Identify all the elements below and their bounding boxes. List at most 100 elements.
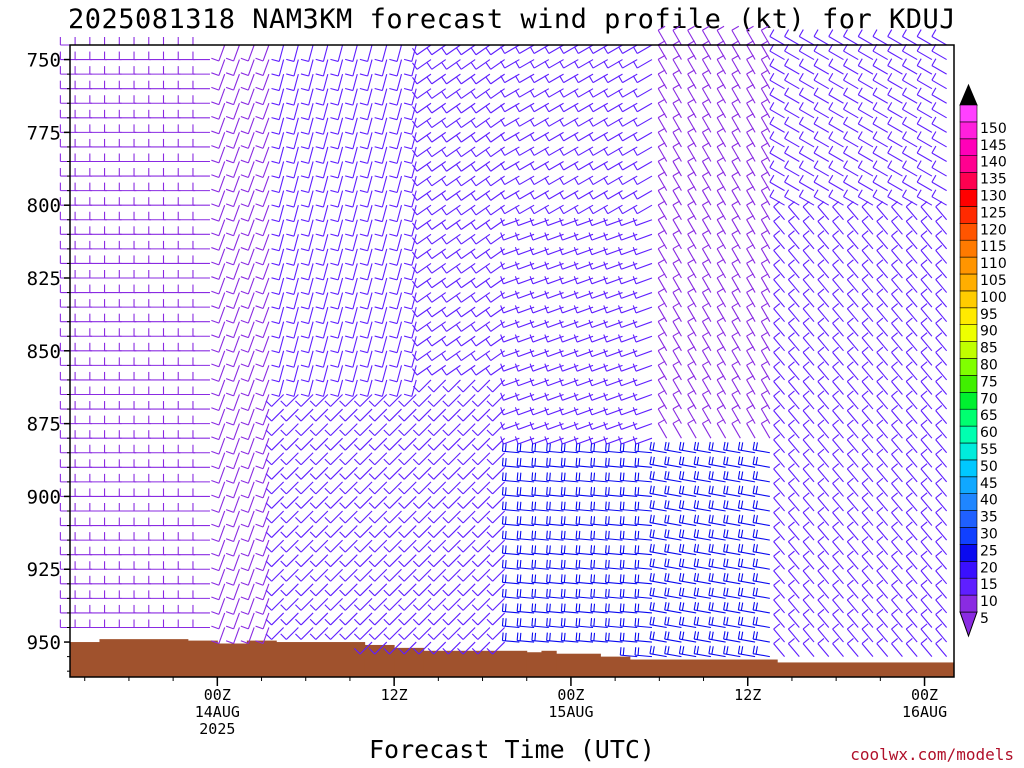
barb-flag [368, 618, 376, 626]
barb-flag [389, 233, 398, 237]
barb-flag [441, 149, 447, 158]
wind-barb [240, 336, 255, 353]
barb-flag [501, 443, 504, 452]
barb-flag [255, 232, 264, 237]
wind-barb [389, 161, 403, 179]
wind-barb [389, 117, 403, 135]
barb-flag [240, 596, 249, 601]
wind-barb [192, 502, 210, 512]
wind-barb [177, 51, 196, 61]
wind-barb [389, 175, 403, 194]
barb-staff [262, 44, 270, 62]
barb-flag [300, 160, 309, 164]
barb-flag [603, 60, 609, 69]
barb-flag [470, 324, 477, 332]
barb-staff [337, 321, 344, 339]
wind-barb [315, 59, 329, 77]
wind-barb [265, 481, 285, 495]
wind-barb [389, 365, 403, 383]
barb-flag [211, 581, 220, 586]
barb-flag [563, 530, 566, 539]
barb-flag [573, 290, 578, 299]
wind-barb [471, 408, 491, 422]
wind-barb [265, 568, 285, 582]
barb-staff [448, 568, 461, 582]
barb-staff [352, 263, 358, 280]
wind-barb [485, 73, 505, 85]
wind-barb [74, 109, 93, 119]
wind-barb [133, 80, 152, 90]
barb-flag [529, 148, 535, 156]
wind-barb [426, 146, 447, 158]
barb-staff [285, 408, 299, 422]
wind-barb [192, 80, 210, 90]
barb-flag [442, 589, 449, 597]
barb-flag [225, 72, 234, 77]
barb-staff [517, 465, 535, 468]
barb-staff [460, 59, 476, 70]
barb-flag [265, 633, 273, 640]
wind-barb [192, 342, 210, 352]
barb-staff [490, 102, 505, 114]
barb-flag [330, 379, 339, 383]
barb-flag [441, 208, 447, 216]
barb-flag [353, 575, 361, 582]
barb-staff [389, 437, 402, 451]
barb-flag [412, 280, 418, 289]
wind-barb [240, 146, 255, 164]
barb-staff [411, 234, 417, 251]
barb-staff [475, 102, 491, 114]
wind-barb [560, 617, 579, 629]
barb-flag [427, 560, 435, 568]
barb-flag [412, 77, 418, 85]
wind-barb [162, 328, 181, 337]
barb-staff [411, 73, 417, 91]
barb-flag [485, 237, 492, 245]
wind-barb [162, 502, 181, 512]
wind-barb [546, 516, 564, 527]
barb-flag [345, 102, 354, 106]
wind-barb [286, 132, 299, 150]
barb-flag [240, 552, 249, 557]
barb-flag [211, 552, 220, 557]
barb-flag [339, 458, 346, 466]
wind-barb [368, 583, 388, 597]
barb-flag [519, 632, 522, 641]
barb-flag [389, 73, 398, 77]
wind-barb [605, 516, 623, 527]
barb-flag [255, 247, 264, 251]
wind-barb [162, 124, 181, 133]
barb-flag [470, 62, 477, 70]
barb-flag [412, 575, 420, 582]
barb-flag [549, 487, 551, 496]
wind-barb [104, 138, 122, 148]
wind-barb [368, 568, 388, 582]
wind-barb [177, 313, 196, 323]
wind-barb [618, 102, 638, 113]
barb-staff [396, 219, 403, 237]
wind-barb [501, 632, 520, 643]
barb-flag [559, 407, 563, 416]
barb-flag [588, 378, 593, 386]
wind-barb [457, 597, 476, 611]
barb-staff [477, 525, 491, 538]
barb-flag [403, 306, 412, 310]
wind-barb [177, 473, 196, 483]
barb-flag [255, 450, 264, 455]
wind-barb [471, 452, 491, 466]
wind-barb [177, 182, 196, 192]
barb-staff [462, 525, 476, 538]
wind-barb [300, 292, 314, 310]
barb-flag [427, 633, 435, 640]
wind-barb [442, 408, 461, 422]
wind-barb [403, 103, 417, 121]
barb-flag [255, 465, 264, 470]
wind-barb [403, 365, 417, 383]
wind-barb [403, 277, 417, 295]
wind-barb [133, 342, 152, 352]
barb-staff [359, 466, 373, 480]
barb-staff [431, 161, 447, 172]
wind-barb [309, 437, 329, 451]
wind-barb [133, 459, 152, 468]
barb-staff [416, 204, 432, 216]
